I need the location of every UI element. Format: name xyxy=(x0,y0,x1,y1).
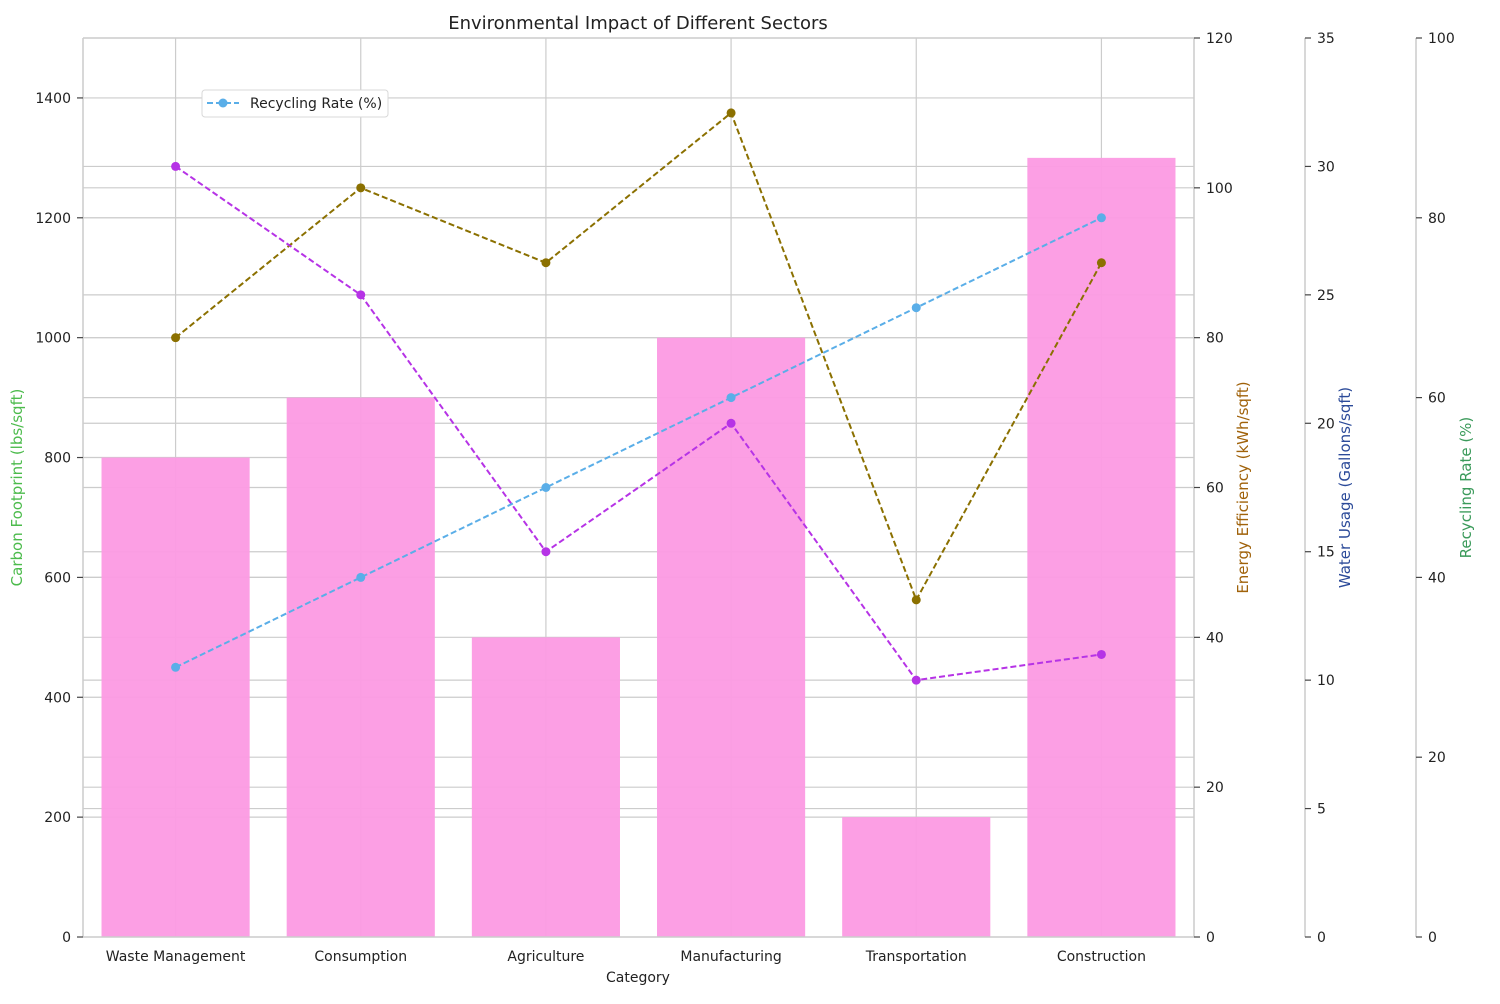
point-water-3 xyxy=(541,547,551,557)
y-tick-label-carbon: 200 xyxy=(44,810,71,826)
y-tick-label-recycling: 20 xyxy=(1428,750,1446,766)
y-tick-label-water: 35 xyxy=(1317,31,1335,47)
point-energy-1 xyxy=(171,333,181,343)
y-tick-label-recycling: 100 xyxy=(1428,31,1455,47)
bar-6 xyxy=(1027,157,1176,937)
y-tick-label-carbon: 0 xyxy=(62,930,71,946)
point-water-2 xyxy=(356,290,366,300)
y-tick-label-carbon: 400 xyxy=(44,690,71,706)
legend-marker xyxy=(218,98,228,108)
y-tick-label-carbon: 1400 xyxy=(35,91,71,107)
bar-3 xyxy=(471,637,620,937)
y-tick-label-recycling: 0 xyxy=(1428,930,1437,946)
legend-box xyxy=(201,89,389,118)
y-tick-label-energy: 20 xyxy=(1206,780,1224,796)
point-recycling-6 xyxy=(1096,213,1106,223)
x-tick-label-4: Manufacturing xyxy=(680,949,781,965)
y-tick-label-carbon: 1000 xyxy=(35,331,71,347)
y-axis-title-carbon: Carbon Footprint (lbs/sqft) xyxy=(8,389,26,587)
y-tick-label-energy: 80 xyxy=(1206,331,1224,347)
bar-4 xyxy=(657,337,806,938)
y-tick-label-water: 30 xyxy=(1317,159,1335,175)
y-tick-label-carbon: 1200 xyxy=(35,211,71,227)
point-energy-2 xyxy=(356,183,366,193)
point-water-5 xyxy=(911,675,921,685)
y-tick-label-energy: 100 xyxy=(1206,181,1233,197)
x-tick-label-3: Agriculture xyxy=(507,949,584,965)
legend: Recycling Rate (%) xyxy=(201,89,389,118)
y-axis-title-energy: Energy Efficiency (kWh/sqft) xyxy=(1234,381,1252,593)
point-energy-6 xyxy=(1096,258,1106,268)
y-tick-label-water: 20 xyxy=(1317,416,1335,432)
y-axis-title-water: Water Usage (Gallons/sqft) xyxy=(1336,387,1354,588)
bar-1 xyxy=(101,457,250,937)
y-tick-label-carbon: 600 xyxy=(44,570,71,586)
point-water-4 xyxy=(726,418,736,428)
series-line-recycling xyxy=(175,216,1102,669)
bar-2 xyxy=(286,397,435,938)
y-tick-label-energy: 40 xyxy=(1206,630,1224,646)
y-tick-label-water: 10 xyxy=(1317,673,1335,689)
point-recycling-1 xyxy=(171,662,181,672)
x-tick-label-1: Waste Management xyxy=(106,949,246,965)
point-water-6 xyxy=(1096,649,1106,659)
bar-5 xyxy=(842,817,991,937)
y-tick-label-recycling: 60 xyxy=(1428,391,1446,407)
legend-label: Recycling Rate (%) xyxy=(250,96,382,112)
x-tick-label-6: Construction xyxy=(1057,949,1146,965)
y-tick-label-water: 0 xyxy=(1317,930,1326,946)
y-tick-label-water: 15 xyxy=(1317,545,1335,561)
series-line-energy xyxy=(174,111,1103,603)
y-tick-label-energy: 0 xyxy=(1206,930,1215,946)
y-tick-label-recycling: 40 xyxy=(1428,570,1446,586)
y-axis-title-recycling: Recycling Rate (%) xyxy=(1457,417,1475,559)
bar-layer xyxy=(101,157,1176,938)
y-tick-label-energy: 60 xyxy=(1206,481,1224,497)
point-energy-4 xyxy=(726,108,736,118)
point-recycling-3 xyxy=(541,483,551,492)
point-recycling-2 xyxy=(356,572,366,582)
point-energy-3 xyxy=(541,258,551,268)
point-water-1 xyxy=(171,161,181,171)
y-tick-label-energy: 120 xyxy=(1206,31,1233,47)
x-tick-label-2: Consumption xyxy=(314,949,407,965)
y-tick-label-recycling: 80 xyxy=(1428,211,1446,227)
x-tick-label-5: Transportation xyxy=(865,949,967,965)
point-energy-5 xyxy=(911,595,921,605)
chart-title: Environmental Impact of Different Sector… xyxy=(448,13,828,34)
point-recycling-5 xyxy=(911,303,921,313)
x-axis-title: Category xyxy=(606,970,670,986)
line-layer xyxy=(171,108,1106,685)
y-tick-label-water: 25 xyxy=(1317,288,1335,304)
y-tick-label-carbon: 800 xyxy=(44,451,71,467)
point-recycling-4 xyxy=(726,393,736,403)
y-tick-label-water: 5 xyxy=(1317,802,1326,818)
